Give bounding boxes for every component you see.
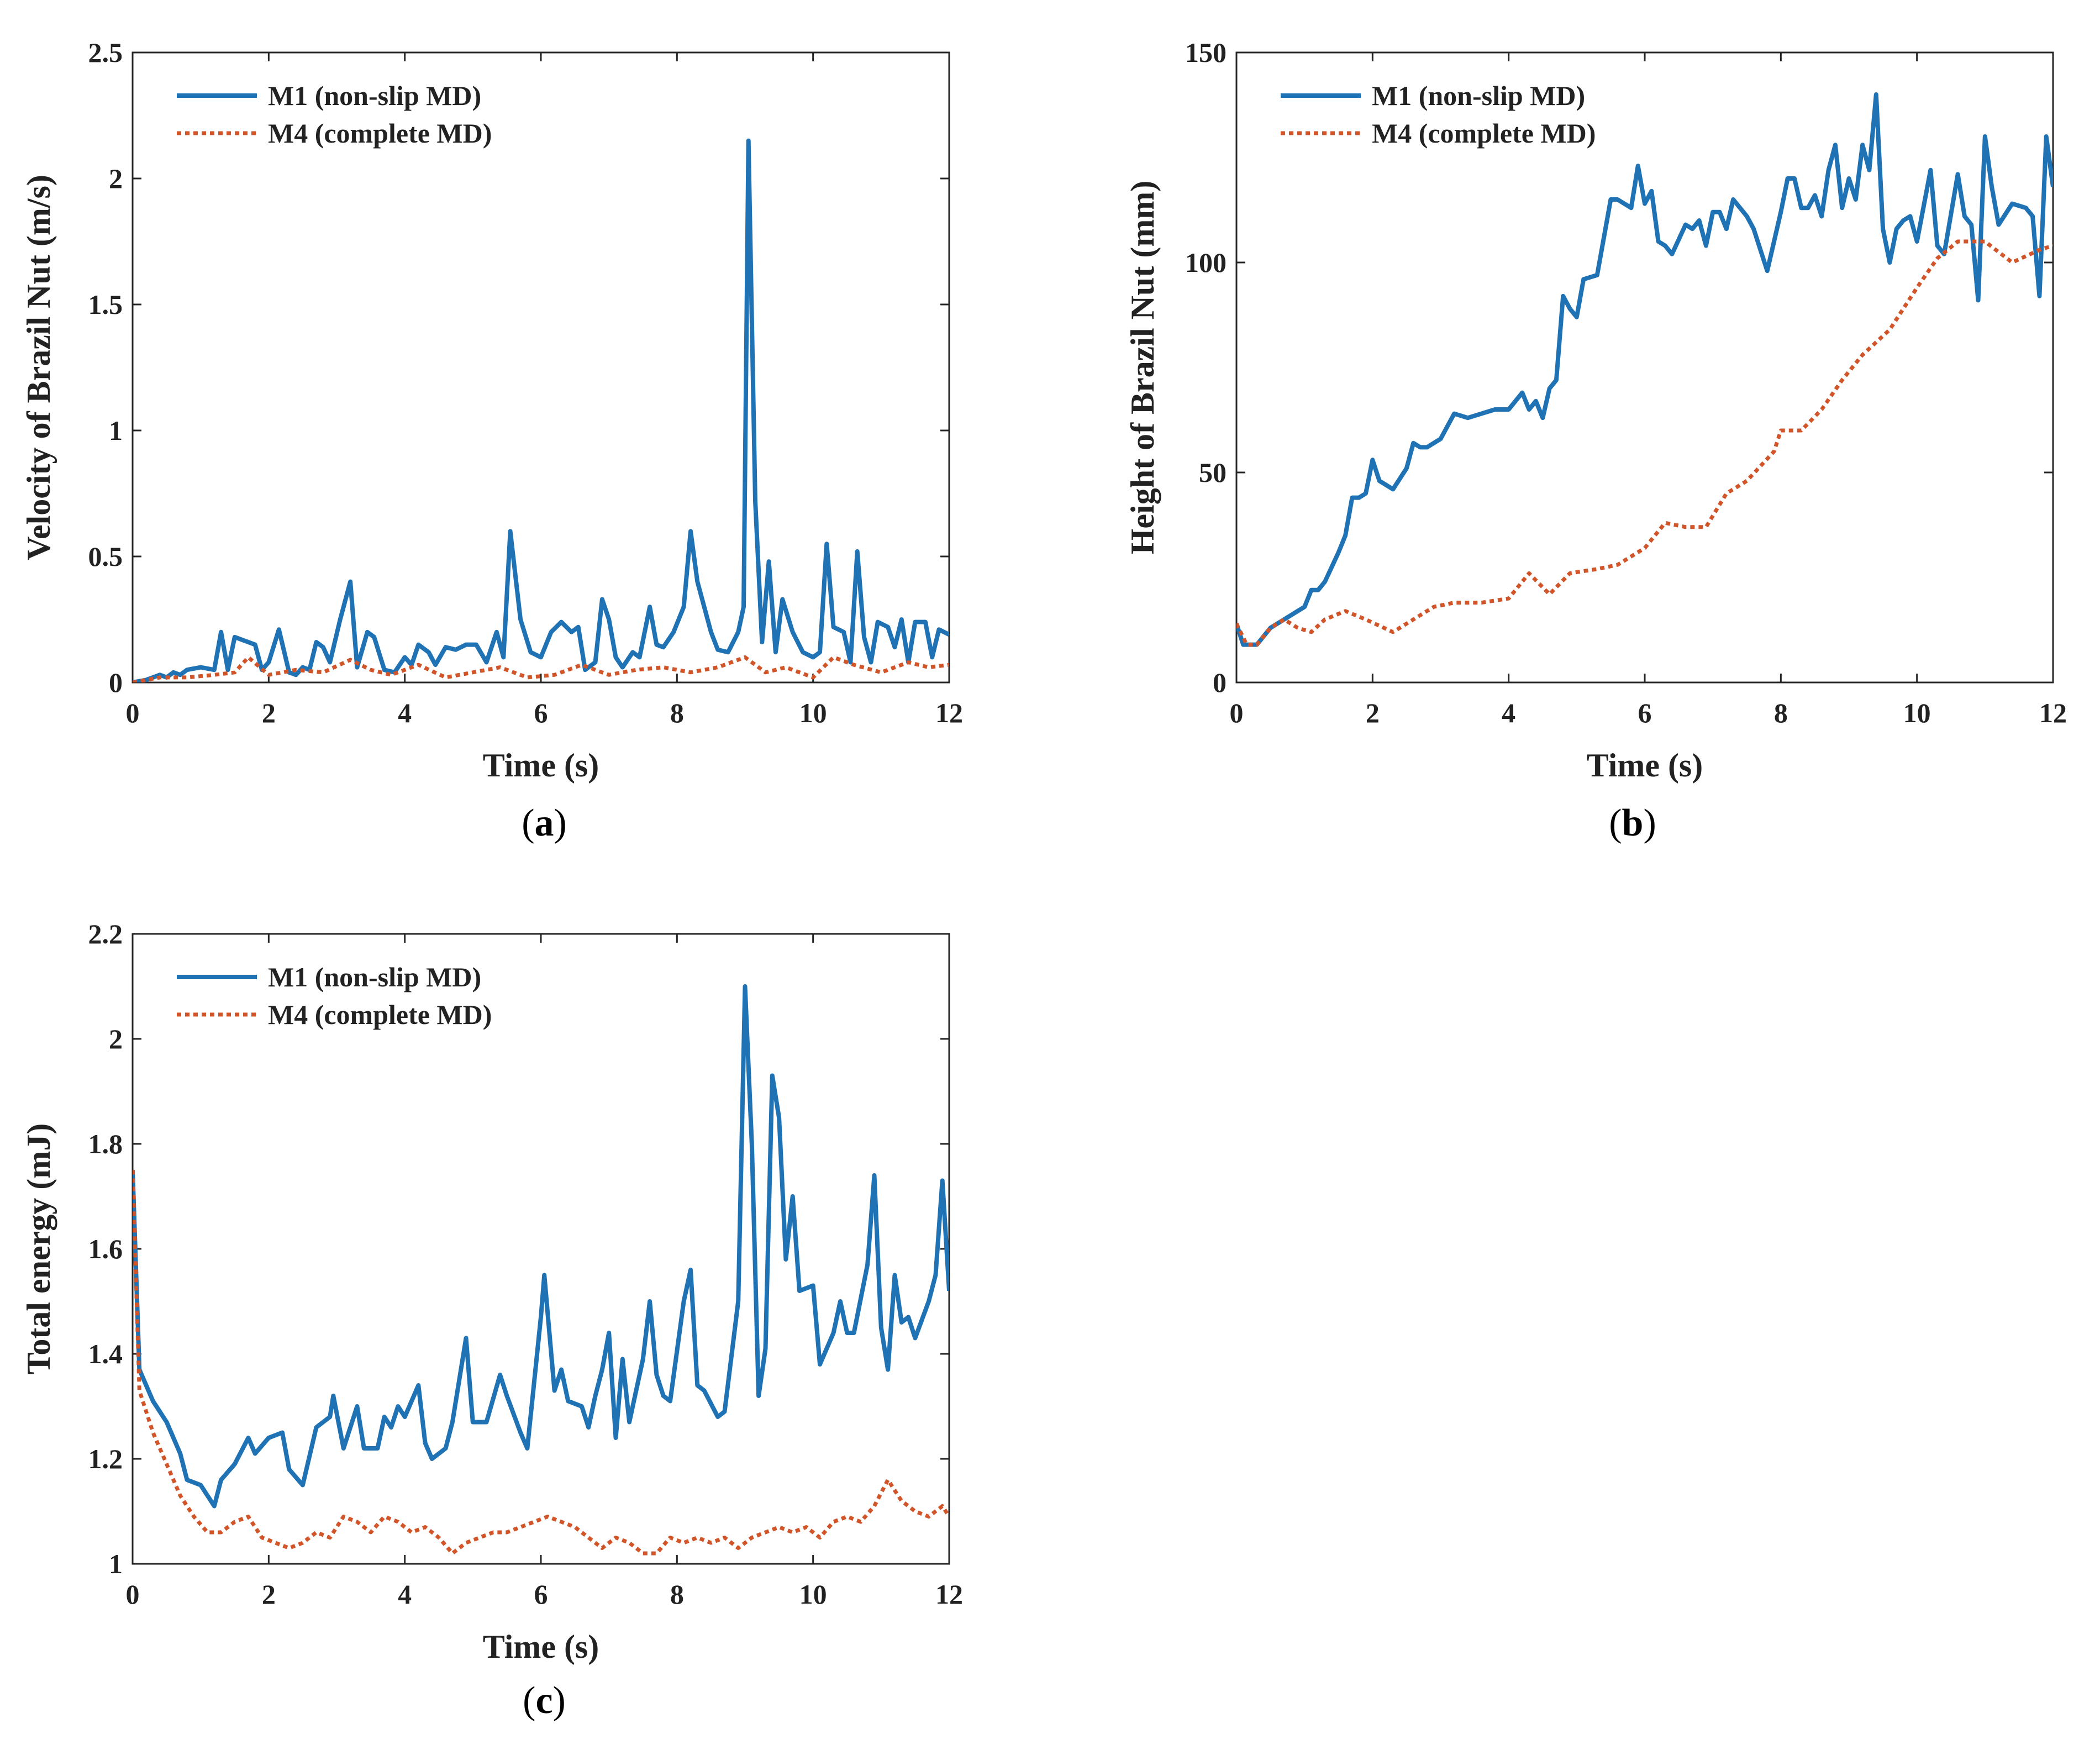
x-tick-label: 10 [799,697,827,728]
series-line-m4 [133,655,949,682]
y-tick-label: 0 [109,667,123,698]
x-tick-label: 10 [1903,697,1931,728]
x-tick-label: 2 [262,697,276,728]
y-tick-label: 2.5 [88,37,123,68]
x-tick-label: 6 [534,1579,548,1610]
x-axis-label: Time (s) [483,747,599,784]
legend-label-m1: M1 (non-slip MD) [268,80,481,111]
x-tick-label: 10 [799,1579,827,1610]
y-tick-label: 2 [109,1023,123,1054]
x-tick-label: 0 [1230,697,1244,728]
x-tick-label: 4 [1502,697,1515,728]
plot-frame [1235,51,2054,684]
series-line-m1 [1236,92,2053,647]
y-tick-label: 1.5 [88,289,123,320]
legend-label-m1: M1 (non-slip MD) [1372,80,1585,111]
x-tick-label: 0 [126,697,140,728]
panel-label-b-letter: b [1622,802,1644,844]
x-axis-label: Time (s) [1587,747,1703,784]
panel-label-b: (b) [1577,801,1688,845]
plot-frame [131,933,950,1565]
x-tick-label: 4 [398,697,412,728]
panel-label-a: (a) [489,801,599,845]
y-tick-label: 0.5 [88,541,123,572]
x-tick-label: 8 [670,697,684,728]
x-tick-label: 12 [935,697,963,728]
panel-label-c-letter: c [535,1679,553,1722]
y-tick-label: 1.4 [88,1338,123,1369]
legend-label-m4: M4 (complete MD) [268,118,492,149]
panel-label-c-open: ( [523,1679,536,1722]
x-tick-label: 2 [262,1579,276,1610]
x-axis-label: Time (s) [483,1628,599,1665]
y-tick-label: 1.6 [88,1233,123,1264]
x-tick-label: 6 [534,697,548,728]
x-tick-label: 12 [2039,697,2067,728]
y-tick-label: 0 [1213,667,1227,698]
y-tick-label: 1.8 [88,1128,123,1159]
x-tick-label: 0 [126,1579,140,1610]
legend-label-m4: M4 (complete MD) [1372,118,1596,149]
panel-label-a-close: ) [554,802,567,844]
series-line-m4 [133,1170,949,1556]
x-tick-label: 4 [398,1579,412,1610]
x-tick-label: 6 [1638,697,1652,728]
y-axis-label: Velocity of Brazil Nut (m/s) [20,175,57,560]
y-axis-label: Total energy (mJ) [20,1123,57,1374]
panel-label-c-close: ) [552,1679,566,1722]
y-tick-label: 150 [1185,37,1227,68]
chart-a: 0 2 4 6 8 10 12 0 0.5 1 1.5 2 2.5 Time (s) Velocity of… [20,37,963,784]
series-line-m1 [133,984,949,1509]
x-tick-label: 12 [935,1579,963,1610]
y-tick-label: 2 [109,163,123,194]
y-tick-label: 50 [1199,457,1227,488]
chart-c: 0 2 4 6 8 10 12 1 1.2 1.4 1.6 1.8 2 2.2 Time (s) Total … [20,918,963,1665]
series-line-m4 [1236,239,2053,647]
y-tick-label: 1 [109,1548,123,1579]
panel-label-b-open: ( [1609,802,1622,844]
chart-b: 0 2 4 6 8 10 12 0 50 100 150 Time (s) Height of Braz… [1124,37,2067,784]
panel-label-a-open: ( [522,802,535,844]
y-tick-label: 100 [1185,247,1227,278]
y-tick-label: 2.2 [88,918,123,949]
x-tick-label: 8 [1774,697,1788,728]
series-line-m1 [133,138,949,682]
panel-label-a-letter: a [534,802,554,844]
y-tick-label: 1.2 [88,1443,123,1474]
y-tick-label: 1 [109,415,123,446]
panel-label-c: (c) [489,1679,599,1723]
legend-label-m4: M4 (complete MD) [268,999,492,1030]
panel-label-b-close: ) [1643,802,1656,844]
x-tick-label: 8 [670,1579,684,1610]
legend-label-m1: M1 (non-slip MD) [268,962,481,992]
x-tick-label: 2 [1366,697,1380,728]
plot-frame [131,51,950,684]
y-axis-label: Height of Brazil Nut (mm) [1124,181,1161,555]
